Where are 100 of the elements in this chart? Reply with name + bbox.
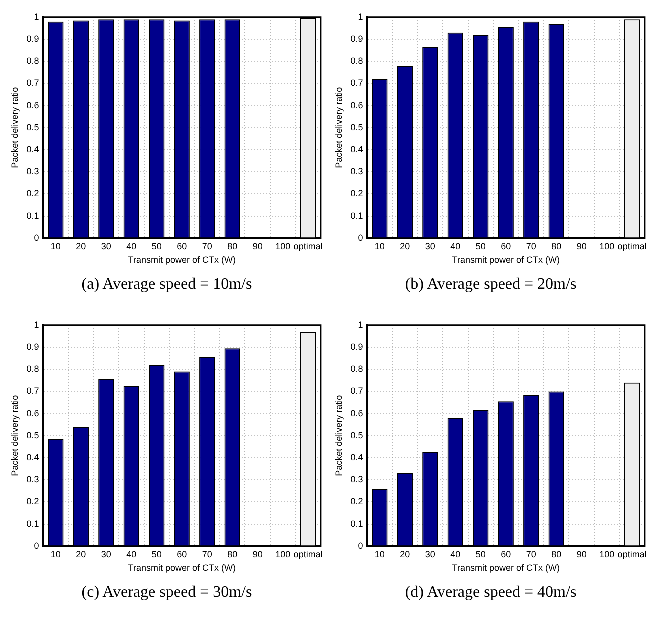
y-tick-label: 0.3 bbox=[350, 166, 364, 177]
y-tick-label: 0.8 bbox=[26, 56, 40, 66]
y-tick-label: 0.7 bbox=[350, 386, 364, 396]
x-tick-label: 80 bbox=[552, 241, 562, 252]
y-tick-label: 0.5 bbox=[26, 430, 40, 440]
y-tick-label: 0.3 bbox=[350, 474, 364, 485]
x-tick-label: 70 bbox=[202, 241, 212, 252]
y-tick-label: 0.4 bbox=[26, 144, 40, 154]
x-tick-label: 80 bbox=[228, 241, 238, 252]
y-tick-label: 0 bbox=[34, 232, 40, 243]
x-tick-label: 60 bbox=[501, 241, 512, 252]
y-tick-label: 0.6 bbox=[350, 100, 364, 110]
y-tick-label: 0.6 bbox=[350, 408, 364, 418]
x-tick-label: 70 bbox=[202, 549, 212, 560]
x-tick-label: 50 bbox=[152, 241, 162, 252]
x-tick-label: 90 bbox=[576, 241, 587, 252]
y-tick-label: 0.4 bbox=[350, 144, 364, 154]
x-tick-label: 40 bbox=[450, 241, 461, 252]
y-tick-label: 0.8 bbox=[26, 364, 40, 374]
x-tick-label: 10 bbox=[374, 241, 385, 252]
x-tick-label: 10 bbox=[50, 549, 61, 560]
x-tick-label: 20 bbox=[76, 241, 86, 252]
y-tick-label: 0.4 bbox=[350, 452, 364, 462]
y-tick-label: 0.9 bbox=[26, 34, 40, 44]
y-tick-label: 0 bbox=[358, 540, 364, 551]
y-axis-title: Packet delivery ratio bbox=[10, 87, 20, 168]
y-tick-label: 1 bbox=[358, 320, 364, 330]
x-tick-label: 90 bbox=[252, 549, 263, 560]
x-tick-label: 40 bbox=[126, 241, 137, 252]
x-axis-title: Transmit power of CTx (W) bbox=[128, 255, 236, 266]
x-tick-label: optimal bbox=[294, 549, 323, 560]
y-tick-label: 0 bbox=[358, 232, 364, 243]
x-axis-title: Transmit power of CTx (W) bbox=[452, 255, 560, 266]
y-tick-label: 0.6 bbox=[26, 100, 40, 110]
y-tick-label: 0.1 bbox=[26, 210, 40, 221]
y-tick-label: 0.2 bbox=[350, 188, 364, 199]
x-tick-label: 60 bbox=[177, 549, 188, 560]
y-tick-label: 0 bbox=[34, 540, 40, 551]
x-tick-label: optimal bbox=[618, 549, 647, 560]
y-tick-label: 0.1 bbox=[350, 518, 364, 529]
x-tick-label: 50 bbox=[476, 241, 486, 252]
x-tick-label: 100 bbox=[600, 241, 615, 252]
x-tick-label: 100 bbox=[600, 549, 615, 560]
y-tick-label: 0.8 bbox=[350, 56, 364, 66]
y-tick-label: 1 bbox=[34, 320, 40, 330]
y-tick-label: 0.7 bbox=[26, 78, 40, 88]
x-tick-label: 30 bbox=[101, 549, 112, 560]
y-tick-label: 0.5 bbox=[350, 430, 364, 440]
x-tick-label: 30 bbox=[425, 549, 436, 560]
y-tick-label: 0.5 bbox=[350, 122, 364, 132]
y-tick-label: 0.6 bbox=[26, 408, 40, 418]
text: (c) Average speed = 30m/s bbox=[80, 584, 254, 602]
y-tick-label: 0.3 bbox=[26, 474, 40, 485]
x-tick-label: 10 bbox=[50, 241, 61, 252]
x-tick-label: 60 bbox=[501, 549, 512, 560]
x-tick-label: 80 bbox=[228, 549, 238, 560]
x-tick-label: 90 bbox=[576, 549, 587, 560]
x-tick-label: 70 bbox=[526, 549, 536, 560]
x-tick-label: optimal bbox=[618, 241, 647, 252]
y-tick-label: 0.9 bbox=[26, 342, 40, 352]
x-axis-title: Transmit power of CTx (W) bbox=[128, 563, 236, 574]
y-tick-label: 0.7 bbox=[350, 78, 364, 88]
y-tick-label: 0.7 bbox=[26, 386, 40, 396]
x-tick-label: 80 bbox=[552, 549, 562, 560]
x-tick-label: 40 bbox=[126, 549, 137, 560]
x-tick-label: 50 bbox=[476, 549, 486, 560]
y-tick-label: 0.9 bbox=[350, 342, 364, 352]
x-tick-label: 50 bbox=[152, 549, 162, 560]
text: (b) Average speed = 20m/s bbox=[404, 276, 578, 294]
y-tick-label: 0.4 bbox=[26, 452, 40, 462]
y-tick-label: 0.3 bbox=[26, 166, 40, 177]
y-tick-label: 0.2 bbox=[26, 188, 40, 199]
x-tick-label: 100 bbox=[276, 241, 291, 252]
x-tick-label: 100 bbox=[276, 549, 291, 560]
x-axis-title: Transmit power of CTx (W) bbox=[452, 563, 560, 574]
x-tick-label: 70 bbox=[526, 241, 536, 252]
y-tick-label: 0.1 bbox=[350, 210, 364, 221]
y-tick-label: 0.5 bbox=[26, 122, 40, 132]
x-tick-label: 20 bbox=[400, 549, 410, 560]
y-tick-label: 0.2 bbox=[26, 496, 40, 507]
y-tick-label: 1 bbox=[358, 12, 364, 22]
y-axis-title: Packet delivery ratio bbox=[10, 395, 20, 476]
y-tick-label: 0.9 bbox=[350, 34, 364, 44]
y-axis-title: Packet delivery ratio bbox=[334, 395, 344, 476]
x-tick-label: 40 bbox=[450, 549, 461, 560]
x-tick-label: 60 bbox=[177, 241, 188, 252]
x-tick-label: 30 bbox=[101, 241, 112, 252]
x-tick-label: 20 bbox=[400, 241, 410, 252]
x-tick-label: 20 bbox=[76, 549, 86, 560]
y-tick-label: 0.8 bbox=[350, 364, 364, 374]
x-tick-label: 30 bbox=[425, 241, 436, 252]
text: (d) Average speed = 40m/s bbox=[404, 584, 578, 602]
text: (a) Average speed = 10m/s bbox=[80, 276, 254, 294]
x-tick-label: 90 bbox=[252, 241, 263, 252]
y-axis-title: Packet delivery ratio bbox=[334, 87, 344, 168]
x-tick-label: 10 bbox=[374, 549, 385, 560]
y-tick-label: 0.2 bbox=[350, 496, 364, 507]
y-tick-label: 1 bbox=[34, 12, 40, 22]
x-tick-label: optimal bbox=[294, 241, 323, 252]
y-tick-label: 0.1 bbox=[26, 518, 40, 529]
